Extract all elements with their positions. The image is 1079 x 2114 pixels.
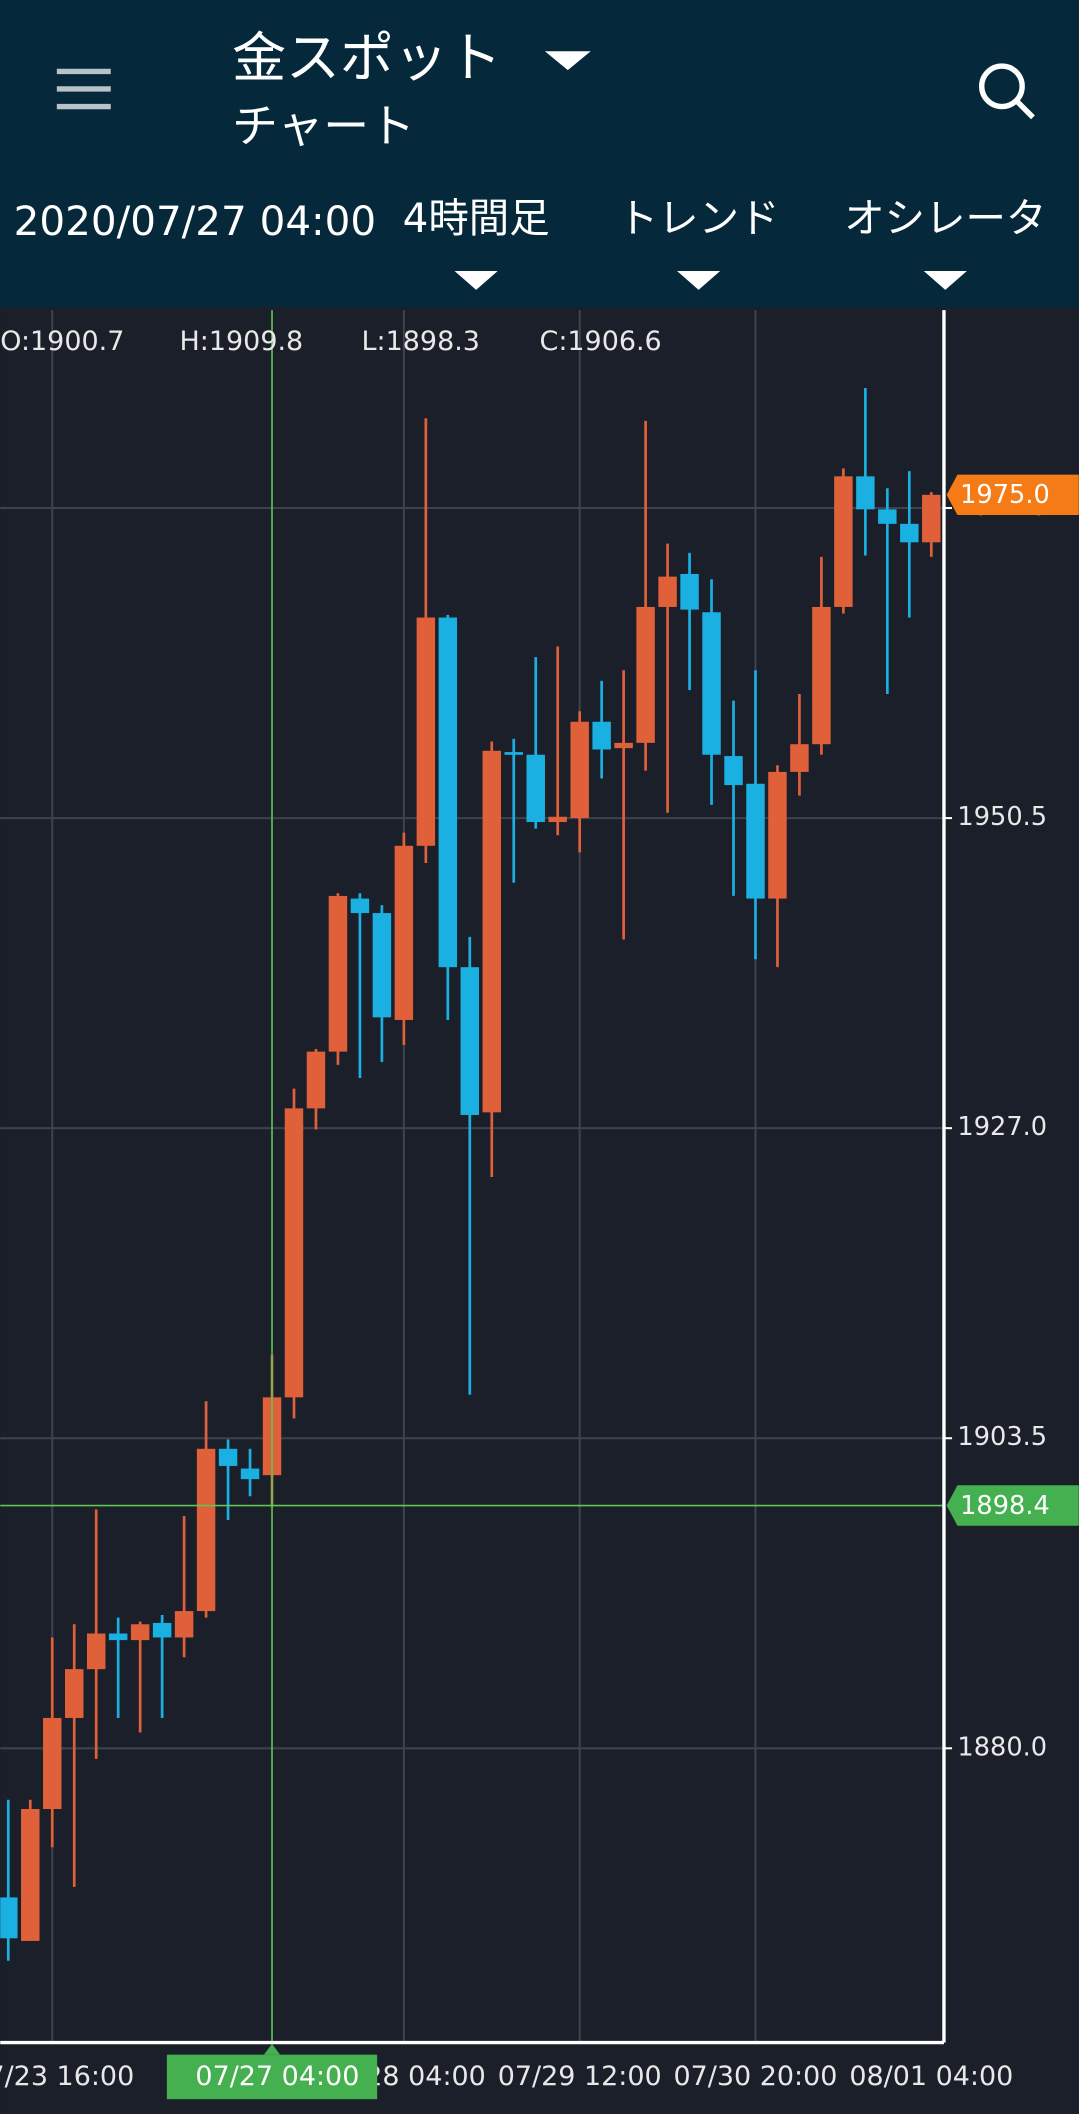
dropdown-arrow[interactable] — [923, 270, 967, 290]
menu-button[interactable] — [56, 68, 111, 110]
candle-body — [152, 1622, 172, 1638]
y-tick-label: 1880.0 — [957, 1732, 1047, 1762]
candle-body — [592, 721, 611, 750]
candle-body — [130, 1624, 150, 1641]
candle-body — [438, 617, 458, 968]
dropdown-arrow[interactable] — [677, 270, 721, 290]
candle-body — [548, 816, 567, 823]
ohlc-label: H:1909.8 — [180, 326, 304, 357]
date-label: 2020/07/27 04:00 — [14, 197, 376, 245]
candle-body — [108, 1633, 128, 1641]
candle-body — [306, 1051, 326, 1109]
candle-body — [790, 744, 809, 772]
candle-body — [350, 898, 370, 914]
crosshair-x-pointer — [263, 2043, 281, 2055]
dropdown-arrow[interactable] — [454, 270, 498, 290]
plot — [0, 387, 941, 1961]
dropdown-arrow[interactable] — [544, 51, 591, 71]
ohlc-label: C:1906.6 — [540, 326, 662, 357]
crosshair-y-box — [946, 1485, 1079, 1526]
x-tick-label: 07/30 20:00 — [674, 2061, 838, 2092]
candle-body — [746, 783, 765, 899]
candle-body — [504, 752, 523, 755]
candle-body — [196, 1448, 216, 1612]
candle-body — [834, 476, 853, 607]
crosshair-x-box — [166, 2054, 378, 2100]
candle-body — [218, 1448, 238, 1466]
search-icon — [979, 63, 1025, 110]
candle-body — [21, 1808, 40, 1941]
ohlc-label: L:1898.3 — [362, 326, 480, 357]
candle-body — [86, 1633, 106, 1670]
candle-body — [174, 1611, 194, 1638]
candle-body — [702, 612, 721, 755]
candle-body — [328, 895, 348, 1052]
crosshair-y-label: 1898.4 — [960, 1491, 1050, 1521]
last-price-box — [946, 474, 1079, 516]
x-tick-label: 08/01 04:00 — [849, 2061, 1013, 2092]
candle-body — [416, 617, 436, 846]
ohlc-label: O:1900.7 — [0, 326, 124, 357]
menu-tab[interactable]: オシレータ — [844, 194, 1046, 242]
candle-body — [240, 1468, 260, 1480]
candle-body — [724, 756, 743, 786]
candle-body — [812, 606, 831, 745]
candle-body — [614, 742, 633, 749]
candle-body — [570, 721, 589, 819]
candle-body — [526, 754, 545, 823]
y-tick-label: 1950.5 — [957, 802, 1047, 832]
menu-tab[interactable]: 4時間足 — [403, 194, 550, 242]
candle-body — [65, 1669, 84, 1718]
candle-body — [878, 509, 897, 524]
last-price-label: 1975.0 — [960, 480, 1050, 510]
candle-body — [680, 573, 699, 610]
candle-body — [43, 1717, 62, 1809]
candle-body — [922, 494, 941, 543]
candle-body — [0, 1897, 18, 1939]
candle-body — [900, 523, 919, 543]
candle-body — [658, 576, 677, 607]
candle-body — [460, 967, 480, 1115]
y-tick-label: 1903.5 — [957, 1422, 1047, 1452]
candle-body — [856, 476, 875, 510]
search-icon — [1014, 99, 1035, 120]
candle-body — [768, 771, 787, 899]
candle-body — [482, 750, 502, 1113]
menu-tab[interactable]: トレンド — [618, 194, 780, 242]
x-tick-label: 07/23 16:00 — [0, 2061, 134, 2092]
search-button[interactable] — [979, 63, 1035, 120]
y-tick-label: 1927.0 — [957, 1112, 1047, 1142]
candle-body — [372, 913, 392, 1018]
candle-body — [284, 1108, 304, 1398]
candle-body — [636, 606, 655, 743]
header-bar — [0, 0, 1079, 308]
header-subtitle: チャート — [232, 99, 415, 153]
candle-body — [394, 845, 414, 1020]
crosshair-x-label: 07/27 04:00 — [195, 2061, 359, 2092]
x-tick-label: 07/29 12:00 — [498, 2061, 662, 2092]
header-title[interactable]: 金スポット — [232, 27, 502, 90]
